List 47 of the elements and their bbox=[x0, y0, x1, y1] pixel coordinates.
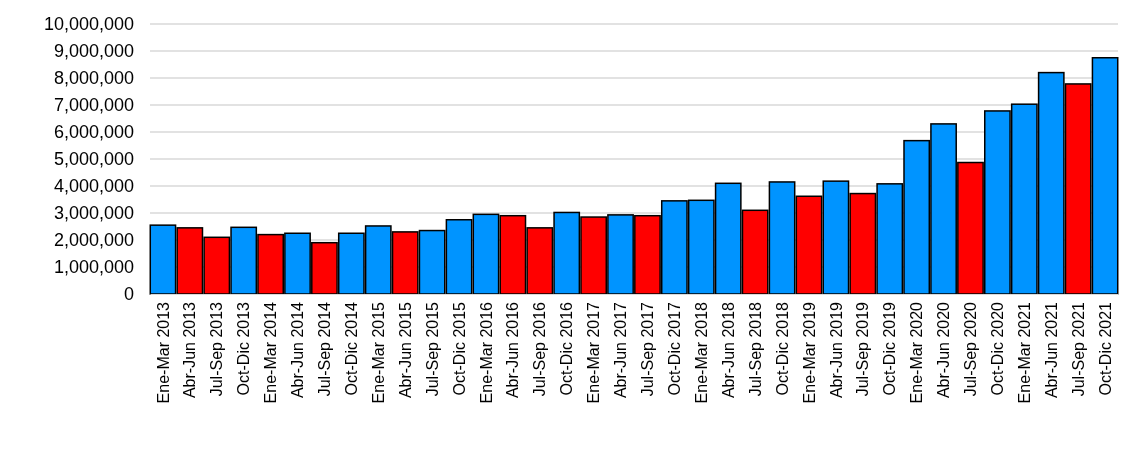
x-tick-label: Oct-Dic 2013 bbox=[235, 301, 253, 396]
x-tick-label: Jul-Sep 2019 bbox=[854, 301, 872, 397]
x-tick-label: Jul-Sep 2018 bbox=[746, 301, 764, 397]
x-tick-label: Abr-Jun 2017 bbox=[612, 301, 630, 399]
x-tick-label: Ene-Mar 2019 bbox=[800, 301, 818, 404]
x-tick-label: Ene-Mar 2016 bbox=[477, 301, 495, 404]
x-tick-label: Oct-Dic 2018 bbox=[773, 301, 791, 396]
x-tick-label: Oct-Dic 2015 bbox=[450, 301, 468, 396]
x-tick-label: Jul-Sep 2013 bbox=[208, 301, 226, 397]
x-tick-label: Ene-Mar 2021 bbox=[1015, 301, 1033, 404]
x-tick-label: Jul-Sep 2017 bbox=[639, 301, 657, 397]
x-tick-label: Jul-Sep 2014 bbox=[316, 301, 334, 397]
x-tick-label: Oct-Dic 2020 bbox=[989, 301, 1006, 396]
x-tick-label: Oct-Dic 2021 bbox=[1096, 301, 1114, 396]
x-tick-label: Jul-Sep 2021 bbox=[1069, 301, 1087, 397]
x-tick-label: Oct-Dic 2017 bbox=[665, 301, 683, 396]
x-tick-label: Abr-Jun 2018 bbox=[719, 301, 737, 399]
x-tick-label: Oct-Dic 2019 bbox=[881, 301, 899, 396]
x-tick-label: Jul-Sep 2016 bbox=[531, 301, 549, 397]
y-tick-label: 3,000,000 bbox=[53, 203, 134, 224]
x-tick-label: Ene-Mar 2015 bbox=[369, 301, 387, 404]
x-tick-label: Abr-Jun 2013 bbox=[181, 301, 199, 399]
y-tick-label: 5,000,000 bbox=[53, 149, 134, 170]
x-tick-label: Oct-Dic 2016 bbox=[558, 301, 576, 396]
x-tick-label: Ene-Mar 2014 bbox=[262, 301, 280, 404]
x-tick-label: Abr-Jun 2021 bbox=[1042, 301, 1060, 399]
y-tick-label: 2,000,000 bbox=[53, 230, 134, 251]
x-tick-label: Jul-Sep 2015 bbox=[423, 301, 441, 397]
x-tick-label: Ene-Mar 2013 bbox=[154, 301, 172, 404]
x-tick-label: Abr-Jun 2019 bbox=[827, 301, 845, 399]
y-tick-label: 0 bbox=[123, 284, 134, 305]
y-tick-label: 9,000,000 bbox=[53, 41, 134, 62]
x-tick-label: Oct-Dic 2014 bbox=[342, 301, 360, 396]
y-tick-label: 8,000,000 bbox=[53, 68, 134, 89]
y-tick-label: 4,000,000 bbox=[53, 176, 134, 197]
y-tick-label: 6,000,000 bbox=[53, 122, 134, 143]
y-tick-label: 7,000,000 bbox=[53, 95, 134, 116]
x-tick-label: Ene-Mar 2017 bbox=[585, 301, 603, 404]
x-tick-label: Jul-Sep 2020 bbox=[962, 301, 980, 397]
x-tick-label: Abr-Jun 2014 bbox=[289, 301, 307, 399]
y-tick-label: 10,000,000 bbox=[43, 14, 134, 35]
x-tick-label: Abr-Jun 2015 bbox=[396, 301, 414, 399]
x-tick-label: Abr-Jun 2020 bbox=[935, 301, 953, 399]
x-tick-label: Ene-Mar 2018 bbox=[692, 301, 710, 404]
x-tick-label: Ene-Mar 2020 bbox=[908, 301, 926, 404]
y-tick-label: 1,000,000 bbox=[53, 257, 134, 278]
x-tick-label: Abr-Jun 2016 bbox=[504, 301, 522, 399]
